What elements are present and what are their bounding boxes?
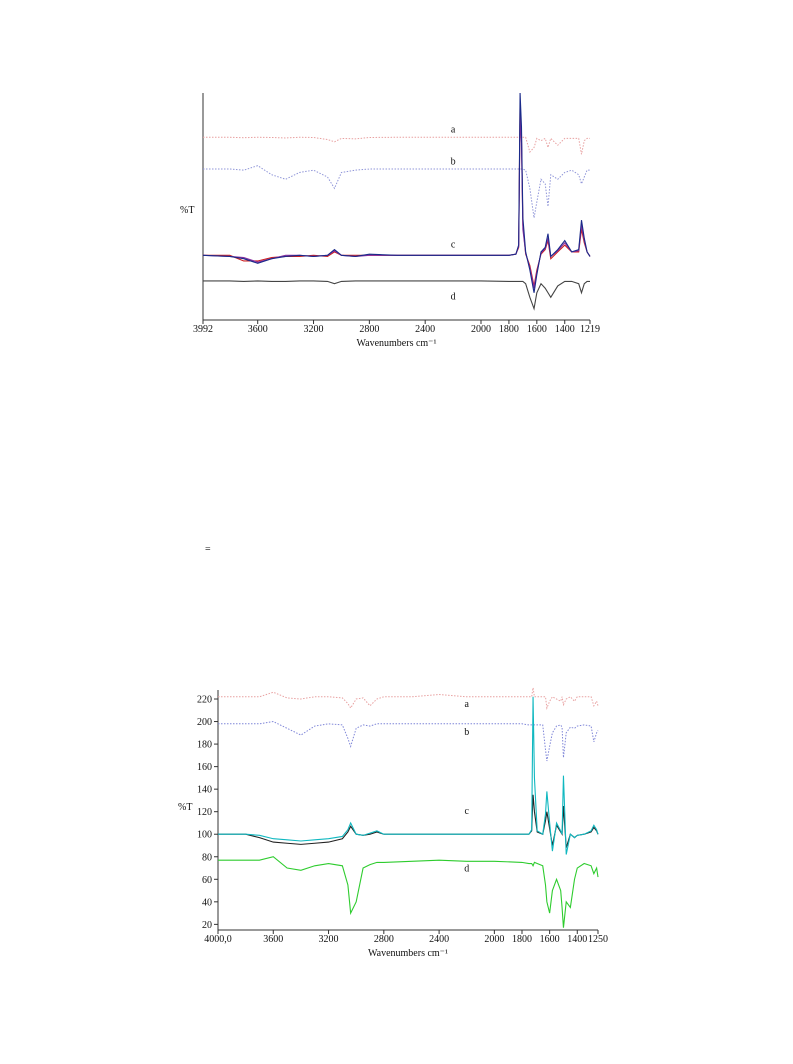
x-tick-label: 2400 [429, 934, 449, 945]
spectrum-line [203, 165, 590, 218]
spectrum-line [218, 687, 599, 710]
y-tick-label: 140 [197, 785, 212, 796]
curve-label: d [451, 292, 456, 303]
y-tick-label: 180 [197, 740, 212, 751]
y-tick-label: 60 [202, 875, 212, 886]
y-tick-label: 120 [197, 807, 212, 818]
y-tick-label: 100 [197, 830, 212, 841]
spectrum-line [218, 856, 599, 928]
x-tick-label: 1600 [527, 324, 547, 335]
x-tick-label: 1800 [512, 934, 532, 945]
spectrum-line [202, 92, 591, 293]
y-tick-label: 200 [197, 717, 212, 728]
x-tick-label: 1400 [567, 934, 587, 945]
x-tick-label: 3600 [263, 934, 283, 945]
x-axis-label: Wavenumbers cm⁻¹ [368, 948, 448, 959]
curve-label: a [465, 699, 470, 710]
y-tick-label: 40 [202, 897, 212, 908]
curve-label: a [451, 125, 456, 136]
spectrum-line [218, 721, 599, 762]
x-tick-label: 3200 [304, 324, 324, 335]
x-tick-label: 1600 [540, 934, 560, 945]
x-tick-label: 4000,0 [204, 934, 232, 945]
y-axis-label: %T [180, 205, 194, 216]
x-tick-label: 2800 [359, 324, 379, 335]
y-tick-label: 20 [202, 920, 212, 931]
curve-label: c [451, 239, 456, 250]
curve-label: c [465, 806, 470, 817]
stray-symbol: = [205, 544, 211, 555]
spectrum-line [203, 280, 590, 311]
curve-label: b [451, 157, 456, 168]
x-tick-label: 2800 [374, 934, 394, 945]
x-axis-label: Wavenumbers cm⁻¹ [357, 338, 437, 349]
x-tick-label: 1219 [580, 324, 600, 335]
x-tick-label: 1250 [588, 934, 608, 945]
x-tick-label: 2400 [415, 324, 435, 335]
curve-label: d [464, 863, 469, 874]
x-tick-label: 3992 [193, 324, 213, 335]
x-tick-label: 2000 [484, 934, 504, 945]
x-tick-label: 3600 [248, 324, 268, 335]
y-axis-label: %T [178, 802, 192, 813]
spectrum-line [203, 136, 590, 155]
spectrum-line [218, 696, 599, 855]
x-tick-label: 2000 [471, 324, 491, 335]
x-tick-label: 1800 [499, 324, 519, 335]
y-tick-label: 80 [202, 852, 212, 863]
curve-label: b [464, 727, 469, 738]
x-tick-label: 1400 [555, 324, 575, 335]
y-tick-label: 160 [197, 762, 212, 773]
x-tick-label: 3200 [319, 934, 339, 945]
y-tick-label: 220 [197, 695, 212, 706]
